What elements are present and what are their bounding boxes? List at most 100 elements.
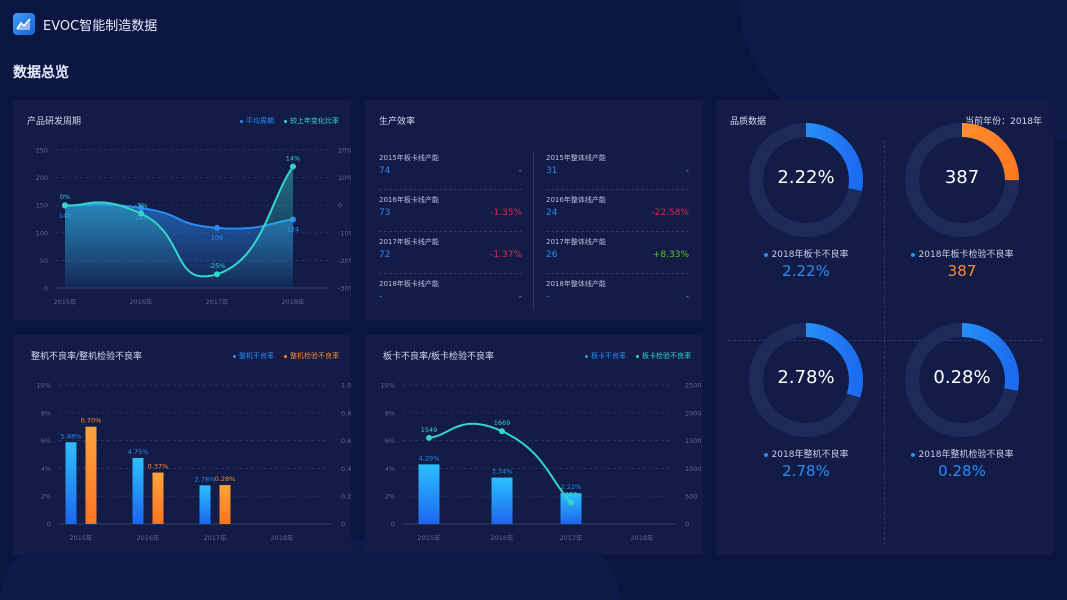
gauge: 2.78% 2018年整机不良率 2.78%: [731, 315, 881, 480]
panel-rd-cycle: 产品研发周期 平均周期 较上年变化比率 0 -30% 50 -20% 100 -10% 15…: [13, 100, 351, 320]
gauge-center-value: 2.78%: [777, 367, 835, 388]
x-tick: 2016年: [129, 297, 153, 306]
legend-item[interactable]: 板卡检验不良率: [636, 351, 691, 361]
legend-item[interactable]: 平均周期: [240, 116, 274, 126]
y-tick-right: 1000: [685, 465, 702, 473]
gauge-label: 2018年板卡检验不良率: [887, 247, 1037, 260]
data-label: 5.88%: [61, 432, 82, 440]
data-label: 4.29%: [419, 454, 440, 462]
data-label: 14%: [286, 155, 300, 163]
x-tick: 2018年: [630, 533, 654, 542]
gauge-center-value: 2.22%: [777, 167, 835, 188]
bar: [418, 464, 440, 524]
donut-gauge: [905, 323, 1019, 437]
data-point: [290, 163, 296, 170]
data-point: [568, 499, 574, 506]
efficiency-change: +8.33%: [652, 250, 689, 260]
divider: [728, 340, 1042, 341]
legend-label: 板卡检验不良率: [642, 352, 691, 360]
gauge-fill: [905, 123, 1019, 237]
data-label: -3%: [135, 201, 148, 209]
y-tick-left: 8%: [385, 409, 395, 417]
bar: [219, 485, 231, 524]
bar: [85, 426, 97, 524]
legend-label: 整机不良率: [239, 352, 274, 360]
y-tick-left: 4%: [385, 465, 395, 473]
efficiency-item: 2017年整体线产能 26 +8.33%: [546, 232, 689, 274]
efficiency-change: -: [518, 166, 522, 176]
donut-gauge: [749, 323, 863, 437]
panel-board-defect: 板卡不良率/板卡检验不良率 板卡不良率 板卡检验不良率 0 0 2% 500 4% 100…: [365, 335, 703, 555]
data-label: 387: [565, 490, 577, 498]
donut-gauge: [905, 123, 1019, 237]
efficiency-value: 24: [546, 208, 558, 218]
data-label: 1669: [494, 419, 511, 427]
efficiency-value: 74: [379, 166, 391, 176]
rd-cycle-chart: 0 -30% 50 -20% 100 -10% 150 0 200 10% 250 20% 2015年 2…: [36, 147, 351, 307]
efficiency-label: 2015年板卡线产能: [379, 154, 439, 162]
efficiency-change: -1.37%: [490, 250, 522, 260]
y-tick-right: 0.2%: [341, 493, 351, 501]
current-year: 当前年份：2018年: [965, 117, 1042, 127]
efficiency-grid: 2015年板卡线产能 74 - 2016年板卡线产能 73 -1.35% 201…: [379, 148, 689, 310]
efficiency-item: 2018年板卡线产能 - -: [379, 274, 522, 316]
data-point: [62, 202, 68, 209]
data-label: 0%: [60, 193, 70, 201]
y-tick-right: 500: [685, 493, 697, 501]
legend-label: 整机检验不良率: [290, 352, 339, 360]
gauge-fill: [905, 323, 1019, 437]
efficiency-item: 2018年整体线产能 - -: [546, 274, 689, 316]
y-tick-right: -10%: [338, 229, 351, 237]
y-tick-left: 8%: [41, 409, 51, 417]
bar: [65, 442, 77, 524]
efficiency-item: 2017年板卡线产能 72 -1.37%: [379, 232, 522, 274]
app-header: EVOC智能制造数据: [13, 13, 157, 35]
gauge-label: 2018年板卡不良率: [731, 247, 881, 260]
gauge-value: 2.78%: [782, 462, 830, 480]
efficiency-value: 31: [546, 166, 558, 176]
y-tick-left: 4%: [41, 465, 51, 473]
data-point: [214, 271, 220, 278]
data-label: 2.78%: [195, 475, 216, 483]
bar: [491, 477, 513, 524]
gauge-label-text: 2018年整机检验不良率: [918, 450, 1014, 460]
gauge-label-text: 2018年板卡不良率: [771, 250, 849, 260]
machine-defect-chart: 0 0 2% 0.2% 4% 0.4% 6% 0.6% 8% 0.8% 10% 1.0% 2015年 20…: [37, 382, 351, 543]
bar: [132, 457, 144, 524]
efficiency-label: 2016年板卡线产能: [379, 196, 439, 204]
y-tick-left: 0: [44, 285, 48, 293]
legend-item[interactable]: 较上年变化比率: [284, 116, 339, 126]
y-tick-right: 20%: [338, 147, 351, 155]
efficiency-change: -: [518, 292, 522, 302]
efficiency-column: 2015年板卡线产能 74 - 2016年板卡线产能 73 -1.35% 201…: [379, 148, 522, 316]
efficiency-value: 26: [546, 250, 558, 260]
efficiency-label: 2016年整体线产能: [546, 196, 606, 204]
gauge-label-text: 2018年板卡检验不良率: [918, 250, 1014, 260]
efficiency-change: -: [685, 166, 689, 176]
y-tick-left: 10%: [381, 382, 395, 390]
efficiency-label: 2018年整体线产能: [546, 280, 606, 288]
y-tick-left: 6%: [41, 437, 51, 445]
legend-item[interactable]: 板卡不良率: [585, 351, 626, 361]
panel-title: 生产效率: [379, 117, 416, 127]
y-tick-right: 0: [341, 521, 345, 529]
gauge-center-value: 387: [944, 167, 980, 188]
y-tick-left: 150: [36, 202, 48, 210]
chart-logo-icon: [13, 13, 35, 35]
chart-legend: 板卡不良率 板卡检验不良率: [585, 351, 691, 361]
gauge-fill: [749, 123, 863, 237]
legend-item[interactable]: 整机不良率: [233, 351, 274, 361]
y-tick-left: 10%: [37, 382, 51, 390]
efficiency-change: -1.35%: [490, 208, 522, 218]
legend-label: 较上年变化比率: [290, 117, 339, 125]
panel-title: 品质数据: [730, 117, 767, 127]
data-point: [138, 204, 144, 211]
efficiency-value: 72: [379, 250, 391, 260]
x-tick: 2017年: [559, 533, 583, 542]
x-tick: 2016年: [490, 533, 514, 542]
gauge-center-value: 0.28%: [933, 367, 991, 388]
efficiency-label: 2018年板卡线产能: [379, 280, 439, 288]
y-tick-right: 0: [685, 521, 689, 529]
x-tick: 2018年: [270, 533, 294, 542]
legend-item[interactable]: 整机检验不良率: [284, 351, 339, 361]
